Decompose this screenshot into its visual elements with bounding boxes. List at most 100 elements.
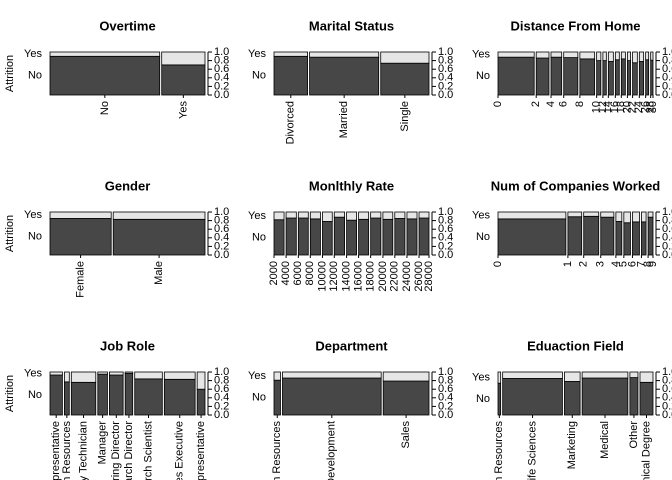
bar-segment <box>596 51 602 62</box>
bar-segment <box>650 51 654 61</box>
x-tick-label: 12000 <box>328 261 340 292</box>
x-tick-label: Sales Representative <box>195 421 207 480</box>
chart-title: Num of Companies Worked <box>491 178 661 193</box>
y-tick-label: 0.4 <box>214 72 229 84</box>
x-tick-label: Research Director <box>123 421 135 480</box>
x-tick-label: 2 <box>578 261 590 267</box>
bar-segment <box>297 217 309 256</box>
bar-segment <box>615 211 623 222</box>
y-tick-label: 0.2 <box>214 240 229 252</box>
bar-segment <box>602 60 607 96</box>
level-label: No <box>476 231 490 243</box>
bar-segment <box>163 378 196 416</box>
bar-segment <box>418 211 430 219</box>
bar-segment <box>196 371 206 390</box>
bar-segment <box>563 51 579 58</box>
bar-segment <box>124 372 134 416</box>
level-label: Yes <box>24 209 42 221</box>
bar-segment <box>579 51 596 60</box>
bar-segment <box>285 217 297 256</box>
bar-segment <box>502 371 563 379</box>
bar-segment <box>322 211 333 222</box>
bar-segment <box>497 371 502 384</box>
x-tick-label: Sales Executive <box>174 421 186 480</box>
y-tick-label: 0.6 <box>438 223 453 235</box>
y-tick-label: 0.0 <box>662 89 672 101</box>
x-tick-label: 30 <box>647 101 659 113</box>
y-tick-label: 1.0 <box>662 206 672 218</box>
bar-segment <box>196 388 206 416</box>
y-tick-label: 0.0 <box>438 249 453 261</box>
bar-segment <box>626 60 631 96</box>
y-tick-label: 0.2 <box>662 240 672 252</box>
x-tick-label: No <box>99 101 111 115</box>
y-tick-label: 1.0 <box>662 46 672 58</box>
x-tick-label: 4000 <box>280 261 292 285</box>
bar-segment <box>358 211 370 220</box>
x-tick-label: 26 <box>640 101 652 113</box>
y-tick-label: 0.2 <box>438 240 453 252</box>
y-tick-label: 0.0 <box>214 409 229 421</box>
chart-title: Eduaction Field <box>527 338 624 353</box>
bar-segment <box>97 371 108 375</box>
y-tick-label: 0.0 <box>438 89 453 101</box>
bar-segment <box>620 58 626 96</box>
y-tick-label: 1.0 <box>438 46 453 58</box>
bar-segment <box>161 51 206 66</box>
bar-segment <box>638 51 645 62</box>
x-tick-label: 4 <box>610 261 622 267</box>
bar-segment <box>70 371 97 383</box>
bar-segment <box>563 57 579 96</box>
y-tick-label: 0.8 <box>662 215 672 227</box>
bar-segment <box>550 51 563 58</box>
bar-segment <box>282 377 382 416</box>
bar-segment <box>607 51 614 62</box>
bar-segment <box>273 55 308 96</box>
y-tick-label: 0.0 <box>214 89 229 101</box>
y-tick-label: 1.0 <box>214 46 229 58</box>
bar-segment <box>112 211 206 220</box>
bar-segment <box>641 211 647 223</box>
bar-segment <box>579 58 596 96</box>
y-tick-label: 0.0 <box>662 409 672 421</box>
y-tick-label: 0.8 <box>662 375 672 387</box>
x-tick-label: 4 <box>545 101 557 107</box>
x-tick-label: Sales <box>400 421 412 449</box>
x-tick-label: 16 <box>609 101 621 113</box>
x-tick-label: Married <box>338 101 350 138</box>
y-tick-label: 0.4 <box>438 232 453 244</box>
x-tick-label: 26000 <box>413 261 425 292</box>
bar-segment <box>346 219 357 256</box>
bar-segment <box>639 371 654 383</box>
x-tick-label: Single <box>399 101 411 132</box>
bar-segment <box>620 51 626 60</box>
bar-segment <box>134 371 163 380</box>
y-tick-label: 0.6 <box>662 63 672 75</box>
chart-title: Department <box>315 338 388 353</box>
bar-segment <box>309 218 321 256</box>
bar-segment <box>322 221 333 256</box>
y-tick-label: 0.2 <box>662 80 672 92</box>
bar-segment <box>282 371 382 379</box>
x-tick-label: Life Sciences <box>526 421 538 480</box>
x-tick-label: Human Resources <box>61 421 73 480</box>
bar-segment <box>596 60 602 96</box>
bar-segment <box>583 211 600 217</box>
bar-segment <box>382 211 394 220</box>
bar-segment <box>581 371 629 379</box>
bar-segment <box>497 211 567 220</box>
bar-segment <box>535 51 550 59</box>
bar-segment <box>49 51 161 57</box>
bar-segment <box>109 374 124 416</box>
bar-segment <box>641 221 647 256</box>
bar-segment <box>564 371 581 382</box>
bar-segment <box>394 218 406 256</box>
chart-title: Marital Status <box>309 18 394 33</box>
y-tick-label: 1.0 <box>662 366 672 378</box>
y-tick-label: 0.4 <box>662 72 672 84</box>
y-tick-label: 0.2 <box>438 80 453 92</box>
bar-segment <box>581 377 629 416</box>
y-tick-label: 0.6 <box>438 383 453 395</box>
bar-segment <box>638 61 645 96</box>
bar-segment <box>273 219 285 256</box>
